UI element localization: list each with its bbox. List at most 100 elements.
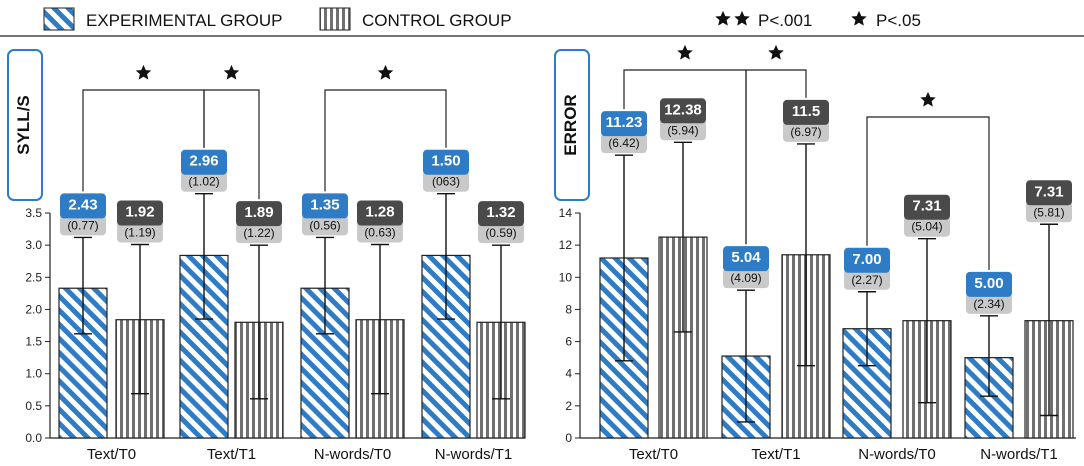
y-tick-label: 0.0 [25,431,42,445]
mean-label: 1.89 [244,204,273,221]
y-tick-label: 4 [565,367,572,381]
sd-label-bg [60,214,106,236]
mean-label: 5.00 [974,275,1003,292]
mean-label-bg [1026,180,1072,206]
legend: EXPERIMENTAL GROUP CONTROL GROUP P<.001 … [0,7,1084,37]
mean-label-bg [660,98,706,124]
x-category-label: N-words/T0 [314,446,392,463]
right-panel-ylabel: ERROR [561,94,580,155]
mean-label: 1.32 [486,204,515,221]
sd-label-bg [181,170,227,192]
mean-label: 7.31 [912,198,941,215]
significance-star-icon [377,64,394,80]
legend-sig-high-label: P<.001 [758,11,812,30]
legend-sig-low-label: P<.05 [876,11,921,30]
mean-label-bg [478,201,524,227]
mean-label-bg [844,247,890,273]
sd-label: (1.22) [243,226,274,240]
sd-label: (1.02) [188,175,219,189]
sd-label: (4.09) [730,271,761,285]
sd-label: (0.77) [67,218,98,232]
y-tick-label: 0 [565,431,572,445]
sd-label-bg [1026,201,1072,223]
mean-label: 7.00 [852,251,881,268]
sd-label-bg [357,221,403,243]
y-tick-label: 3.5 [25,206,42,220]
significance-star-icon [223,64,240,80]
sd-label: (063) [432,175,460,189]
x-category-label: Text/T1 [751,446,800,463]
x-category-label: N-words/T1 [980,446,1058,463]
mean-label-bg [60,193,106,219]
sd-label: (5.94) [667,123,698,137]
significance-star-icon [135,64,152,80]
sd-label-bg [660,119,706,141]
sd-label-bg [117,221,163,243]
mean-label-bg [302,193,348,219]
sd-label: (0.59) [485,226,516,240]
sd-label-bg [723,267,769,289]
sd-label-bg [423,170,469,192]
x-category-label: N-words/T0 [858,446,936,463]
mean-label: 2.96 [189,153,218,170]
legend-experimental-label: EXPERIMENTAL GROUP [86,11,282,30]
mean-label: 1.92 [125,204,154,221]
y-tick-label: 2.5 [25,270,42,284]
error-chart-panel: 0 2 4 6 8 10 12 14 (6.42) 11.23 (5.94) 12.38 Text/T0… [559,44,1076,463]
bar [842,328,892,439]
sd-label-bg [302,214,348,236]
y-tick-label: 14 [559,206,573,220]
sd-label-bg [601,132,647,154]
mean-label: 12.38 [664,101,702,118]
significance-bracket [203,89,260,200]
sd-label: (1.19) [124,226,155,240]
sd-label: (6.97) [790,125,821,139]
significance-bracket [745,69,807,245]
legend-single-star-icon [851,10,867,26]
sd-label-bg [478,222,524,244]
x-category-label: Text/T0 [629,446,678,463]
sd-label: (0.56) [309,218,340,232]
x-category-label: Text/T0 [87,446,136,463]
mean-label: 11.5 [792,103,820,120]
y-tick-label: 12 [559,238,573,252]
legend-control-label: CONTROL GROUP [362,11,512,30]
mean-label-bg [117,200,163,226]
significance-bracket [623,69,747,245]
mean-label-bg [181,149,227,175]
mean-label: 1.28 [365,204,394,221]
sd-label: (5.04) [911,220,942,234]
mean-label: 5.04 [731,249,761,266]
left-panel-ylabel-badge: SYLL/S [7,49,43,201]
y-tick-label: 10 [559,270,573,284]
y-tick-label: 2.0 [25,302,42,316]
mean-label-bg [723,246,769,272]
y-tick-label: 2 [565,399,572,413]
sd-label: (0.63) [364,226,395,240]
mean-label-bg [966,271,1012,297]
x-category-label: Text/T1 [207,446,256,463]
sd-label-bg [236,222,282,244]
left-panel-ylabel: SYLL/S [14,95,33,155]
right-panel-ylabel-badge: ERROR [554,49,590,201]
significance-star-icon [920,91,936,107]
syll-chart-panel: 0.0 0.5 1.0 1.5 2.0 2.5 3.0 3.5 (0.77) 2.43 (1.19)… [25,64,526,463]
sd-label: (2.27) [851,273,882,287]
significance-bracket [324,89,447,192]
y-tick-label: 6 [565,335,572,349]
mean-label-bg [357,200,403,226]
sd-label: (5.81) [1033,205,1064,219]
sd-label-bg [904,215,950,237]
y-tick-label: 0.5 [25,399,42,413]
x-category-label: N-words/T1 [435,446,513,463]
mean-label-bg [601,111,647,137]
legend-double-star-icon-2 [734,10,750,26]
sd-label-bg [844,268,890,290]
mean-label-bg [236,201,282,227]
legend-double-star-icon-1 [715,10,731,26]
sd-label-bg [966,292,1012,314]
sd-label: (6.42) [608,136,639,150]
mean-label: 2.43 [68,196,97,213]
y-tick-label: 1.5 [25,335,42,349]
